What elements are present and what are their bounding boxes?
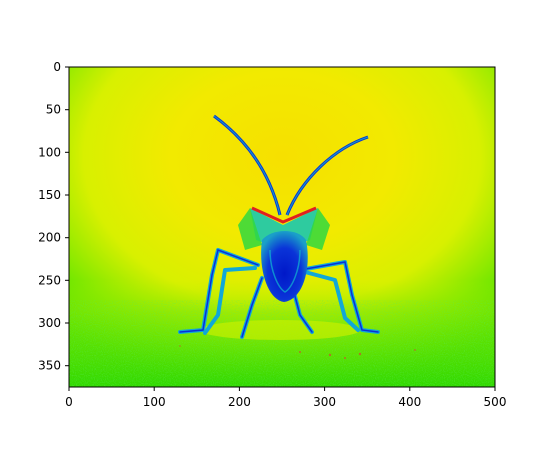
y-tick-label: 250: [38, 273, 61, 287]
x-axis: [68, 387, 496, 391]
y-tick-label: 100: [38, 145, 61, 159]
x-tick-label: 500: [484, 395, 507, 409]
body-highlight: [269, 249, 301, 293]
photo-ground-texture: [69, 300, 495, 387]
x-tick-label: 400: [398, 395, 421, 409]
x-tick-label: 0: [65, 395, 73, 409]
insect: [178, 114, 380, 339]
y-tick-label: 200: [38, 231, 61, 245]
pronotum-red-edge: [251, 206, 317, 224]
y-tick-label: 150: [38, 188, 61, 202]
x-tick-label: 300: [313, 395, 336, 409]
false-color-photo: [69, 67, 495, 387]
y-tick-label: 300: [38, 316, 61, 330]
body: [261, 231, 308, 302]
ground-shadow: [200, 320, 360, 340]
axes-frame: [68, 66, 496, 388]
antenna-left-edge: [213, 115, 281, 216]
y-tick-label: 350: [38, 359, 61, 373]
y-tick-labels: 0 50 100 150 200 250 300 350: [38, 60, 61, 373]
x-tick-label: 200: [228, 395, 251, 409]
x-tick-label: 100: [143, 395, 166, 409]
x-tick-labels: 0 100 200 300 400 500: [65, 395, 506, 409]
red-speckles: [179, 345, 416, 359]
y-axis: [65, 66, 69, 367]
pronotum-green-right: [306, 208, 330, 250]
pronotum-green-left: [238, 208, 262, 250]
y-tick-label: 50: [46, 103, 61, 117]
y-tick-label: 0: [53, 60, 61, 74]
antenna-right-edge: [286, 136, 369, 216]
legs-inner: [179, 248, 379, 338]
